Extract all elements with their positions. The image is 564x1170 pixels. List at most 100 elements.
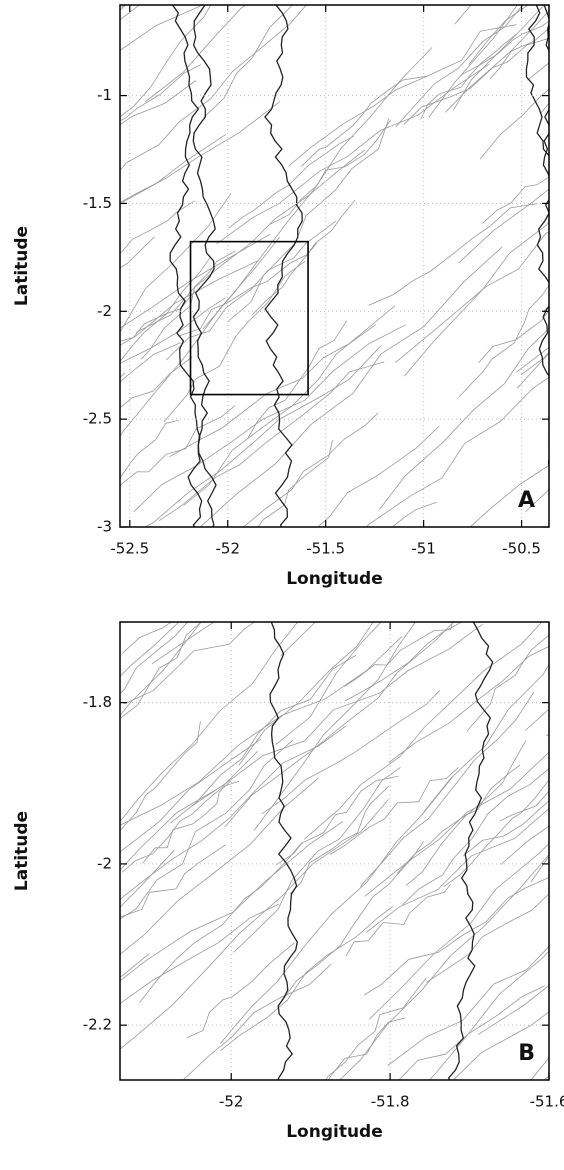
contour-line [120,64,201,122]
y-tick-label: -1.8 [83,693,112,711]
coastline [525,5,549,486]
contour-line [190,623,483,808]
contour-line [233,767,401,953]
contour-line [482,176,549,224]
contour-line [133,324,406,513]
x-tick-label: -52 [215,540,240,558]
contour-line [120,849,175,908]
contour-line [132,268,402,581]
contour-line [120,356,193,409]
contour-line [468,5,529,66]
contour-line [379,327,549,510]
contour-line [525,489,549,513]
y-tick-label: -1.5 [83,194,112,212]
contour-line [477,984,549,1035]
contour-line [18,352,310,640]
contour-line [120,5,126,8]
y-axis-title: Latitude [12,811,32,891]
inset-box [189,240,309,396]
contour-line [452,1011,549,1080]
coastline [447,622,494,1080]
contour-line [177,242,318,337]
x-axis-title: Longitude [286,569,383,589]
contour-line [99,423,277,591]
panel-label: B [518,1041,535,1066]
contour-line [420,33,518,120]
y-axis-title: Latitude [12,226,32,306]
contour-line [339,853,549,1080]
contour-line [120,953,150,978]
contour-line [243,412,379,527]
x-tick-label: -51.6 [530,1093,564,1111]
contour-line [405,740,527,886]
contour-line [203,5,293,118]
contour-line [120,342,181,383]
contour-line [170,654,357,824]
contour-line [122,622,173,654]
contour-line [289,785,390,895]
contour-line [120,193,232,333]
contour-line [275,622,382,745]
contour-line [144,345,382,527]
contour-line [395,231,549,363]
contour-line [251,199,356,316]
contour-line [445,10,549,113]
map-panel: -52 -51.8 -51.6 -2.2 -2 -1.8 B Longitude Latitud… [0,268,564,1142]
contour-line [120,5,204,51]
coastline [264,5,303,527]
contour-line [165,220,337,361]
contour-line [547,438,549,441]
contour-line [39,493,248,639]
contour-line [120,5,307,171]
contour-line [186,942,295,1039]
x-tick-label: -52.5 [110,540,149,558]
contour-line [328,1017,406,1080]
contour-line [402,768,549,906]
contour-line [169,324,377,458]
contour-line [388,645,549,763]
plot-frame [119,621,550,1081]
contour-line [527,62,549,81]
contour-line [120,420,179,478]
contour-line [345,883,452,957]
contour-line [391,501,437,527]
contour-line [183,305,396,506]
contour-line [363,877,549,996]
y-tick-label: -2 [97,302,112,320]
contour-line [120,200,195,253]
contour-layer [4,0,549,527]
contour-line [344,622,463,702]
contour-line [182,964,332,1080]
contour-line [125,434,297,613]
contour-line [479,88,549,160]
y-tick-label: -2 [97,854,112,872]
x-tick-label: -51.8 [371,1093,410,1111]
contour-line [469,464,549,527]
contour-line [120,622,188,695]
contour-line [144,5,247,103]
contour-line [120,260,258,346]
contour-line [460,20,549,76]
contour-line [462,800,549,857]
contour-line [368,203,537,306]
contour-line [4,0,189,127]
coastline [192,5,217,527]
contour-line [288,24,517,167]
contour-line [458,284,549,398]
contour-line [301,75,427,167]
contour-line [142,780,231,864]
contour-line [120,903,280,1005]
contour-line [398,985,545,1080]
contour-line [428,5,518,118]
contour-line [120,256,211,363]
map-panel: -52.5 -52 -51.5 -51 -50.5 -3 -2.5 -2 -1.5 -1 A Long… [4,0,550,589]
x-axis-title: Longitude [286,1122,383,1142]
contour-line [120,739,294,920]
contour-line [120,290,196,342]
contour-line [120,622,299,823]
contour-line [0,881,100,1001]
contour-line [500,825,549,865]
contour-line [216,63,490,245]
contour-line [151,622,215,665]
